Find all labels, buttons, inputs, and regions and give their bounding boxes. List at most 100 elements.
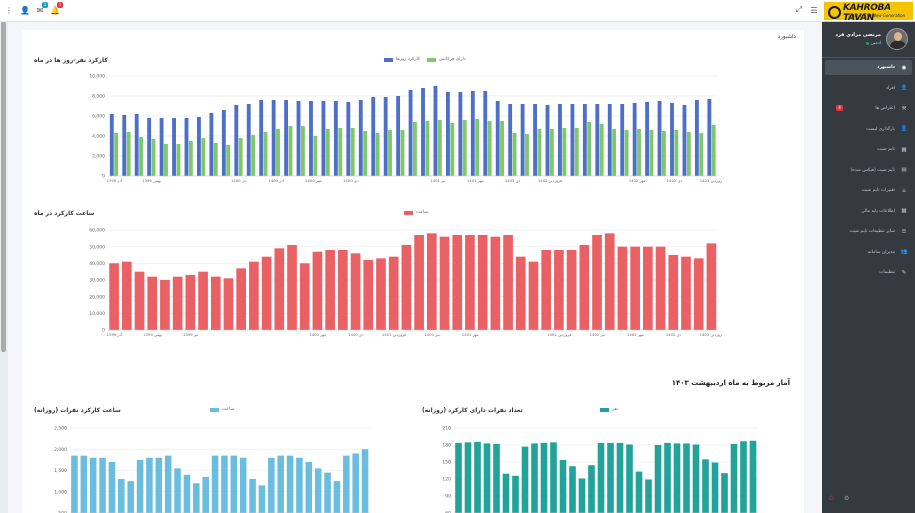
sidebar-item-7[interactable]: اطلاعات پایه مالی ▦ <box>825 204 912 219</box>
sidebar-item-6[interactable]: تغییرات تایم شیت ⌂ <box>825 183 912 198</box>
bar-0-2[interactable] <box>134 114 139 176</box>
bar-1-22[interactable] <box>388 130 392 176</box>
bar-0-27[interactable] <box>452 235 463 330</box>
bar-1-48[interactable] <box>711 125 716 176</box>
bar-0-31[interactable] <box>749 440 757 513</box>
bar-1-41[interactable] <box>624 130 629 176</box>
bar-0-40[interactable] <box>617 246 628 330</box>
bar-0-7[interactable] <box>136 459 144 513</box>
bar-0-27[interactable] <box>711 462 719 513</box>
bar-0-30[interactable] <box>352 453 359 513</box>
bar-0-7[interactable] <box>198 271 208 330</box>
bar-1-33[interactable] <box>525 134 529 176</box>
bar-0-24[interactable] <box>683 443 690 513</box>
bar-0-17[interactable] <box>616 442 624 513</box>
bar-1-19[interactable] <box>350 128 355 176</box>
bar-0-2[interactable] <box>89 457 97 513</box>
bar-0-15[interactable] <box>211 455 219 513</box>
bar-0-19[interactable] <box>346 102 351 176</box>
bar-0-24[interactable] <box>296 457 303 513</box>
bar-1-45[interactable] <box>674 130 679 176</box>
bar-0-15[interactable] <box>597 442 605 513</box>
bar-0-28[interactable] <box>465 235 475 330</box>
bar-0-30[interactable] <box>740 441 747 513</box>
bar-0-45[interactable] <box>670 103 674 176</box>
bar-0-1[interactable] <box>464 442 472 513</box>
bar-0-43[interactable] <box>655 246 666 330</box>
bar-0-9[interactable] <box>223 278 234 330</box>
bar-0-25[interactable] <box>426 233 437 330</box>
bar-0-3[interactable] <box>147 118 152 176</box>
bar-1-42[interactable] <box>637 129 641 176</box>
bar-0-33[interactable] <box>528 261 539 330</box>
bar-0-7[interactable] <box>521 446 529 513</box>
bar-0-35[interactable] <box>554 250 564 330</box>
bar-0-20[interactable] <box>258 485 266 513</box>
bar-1-27[interactable] <box>450 123 455 176</box>
bar-0-23[interactable] <box>401 245 412 330</box>
bar-0-9[interactable] <box>540 442 548 513</box>
bar-0-13[interactable] <box>578 478 586 513</box>
bar-0-26[interactable] <box>439 236 450 330</box>
bar-0-8[interactable] <box>531 443 538 513</box>
bar-0-1[interactable] <box>80 455 88 513</box>
bar-0-19[interactable] <box>635 471 643 513</box>
bar-0-4[interactable] <box>108 462 116 513</box>
bar-1-26[interactable] <box>437 120 442 176</box>
bar-0-31[interactable] <box>495 101 500 176</box>
bar-0-35[interactable] <box>545 105 550 176</box>
bar-0-0[interactable] <box>455 442 462 513</box>
bar-0-46[interactable] <box>693 258 704 330</box>
bar-0-38[interactable] <box>592 235 602 330</box>
bar-0-6[interactable] <box>127 481 134 513</box>
bar-0-19[interactable] <box>350 253 361 330</box>
bar-0-30[interactable] <box>490 236 501 330</box>
bar-1-0[interactable] <box>114 133 119 176</box>
bar-0-25[interactable] <box>692 444 700 513</box>
bar-1-16[interactable] <box>313 136 318 176</box>
bar-0-18[interactable] <box>239 457 247 513</box>
bar-1-35[interactable] <box>549 129 554 176</box>
sidebar-item-8[interactable]: سایر تنظیمات تایم شیت ☰ <box>825 224 912 239</box>
bar-0-27[interactable] <box>324 472 331 513</box>
bar-0-20[interactable] <box>358 100 363 176</box>
bar-1-1[interactable] <box>126 132 131 176</box>
bar-1-14[interactable] <box>288 126 293 176</box>
bar-0-17[interactable] <box>321 101 326 176</box>
legend-label-freq[interactable]: دارای فرکانس <box>439 57 466 62</box>
hamburger-icon[interactable]: ☰ <box>810 5 818 15</box>
bar-0-34[interactable] <box>533 104 537 176</box>
bar-0-31[interactable] <box>361 449 369 513</box>
bar-1-10[interactable] <box>238 138 243 176</box>
bar-0-33[interactable] <box>520 104 525 176</box>
bar-0-8[interactable] <box>210 276 221 330</box>
bar-0-16[interactable] <box>607 442 614 513</box>
bar-0-14[interactable] <box>202 476 209 513</box>
bar-0-41[interactable] <box>630 246 640 330</box>
bar-1-23[interactable] <box>400 130 405 176</box>
bar-0-45[interactable] <box>681 256 691 330</box>
bar-0-31[interactable] <box>503 235 513 330</box>
bar-1-29[interactable] <box>475 119 480 176</box>
bar-0-18[interactable] <box>338 250 348 330</box>
bar-0-12[interactable] <box>259 100 264 176</box>
user-icon[interactable]: 👤 <box>20 5 30 15</box>
bar-1-31[interactable] <box>500 121 504 176</box>
mail-icon[interactable]: ✉ 1 <box>36 2 48 15</box>
bar-0-17[interactable] <box>325 250 335 330</box>
bar-1-24[interactable] <box>413 122 417 176</box>
bar-0-29[interactable] <box>730 443 738 513</box>
gear-icon[interactable]: ⚙ <box>844 495 850 502</box>
bar-1-36[interactable] <box>562 128 567 176</box>
bar-0-5[interactable] <box>502 473 510 513</box>
bell-icon[interactable]: 🔔 1 <box>50 2 63 15</box>
bar-1-9[interactable] <box>226 145 231 176</box>
bar-0-20[interactable] <box>363 260 374 330</box>
bar-0-21[interactable] <box>376 258 386 330</box>
bar-1-13[interactable] <box>276 129 280 176</box>
bar-0-29[interactable] <box>477 235 488 330</box>
bar-1-12[interactable] <box>263 132 268 176</box>
sidebar-item-10[interactable]: تنظیمات ✎ <box>825 265 912 280</box>
bar-0-36[interactable] <box>566 250 577 330</box>
bar-1-5[interactable] <box>176 144 181 176</box>
